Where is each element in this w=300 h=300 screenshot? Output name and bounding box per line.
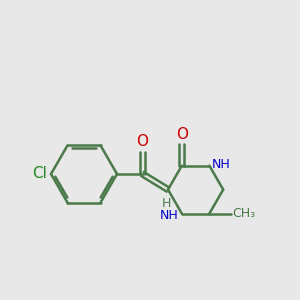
Text: O: O bbox=[176, 127, 188, 142]
Text: CH₃: CH₃ bbox=[232, 207, 256, 220]
Text: NH: NH bbox=[212, 158, 230, 171]
Text: Cl: Cl bbox=[32, 167, 47, 182]
Text: O: O bbox=[136, 134, 148, 148]
Text: H: H bbox=[162, 197, 171, 210]
Text: NH: NH bbox=[160, 208, 179, 221]
